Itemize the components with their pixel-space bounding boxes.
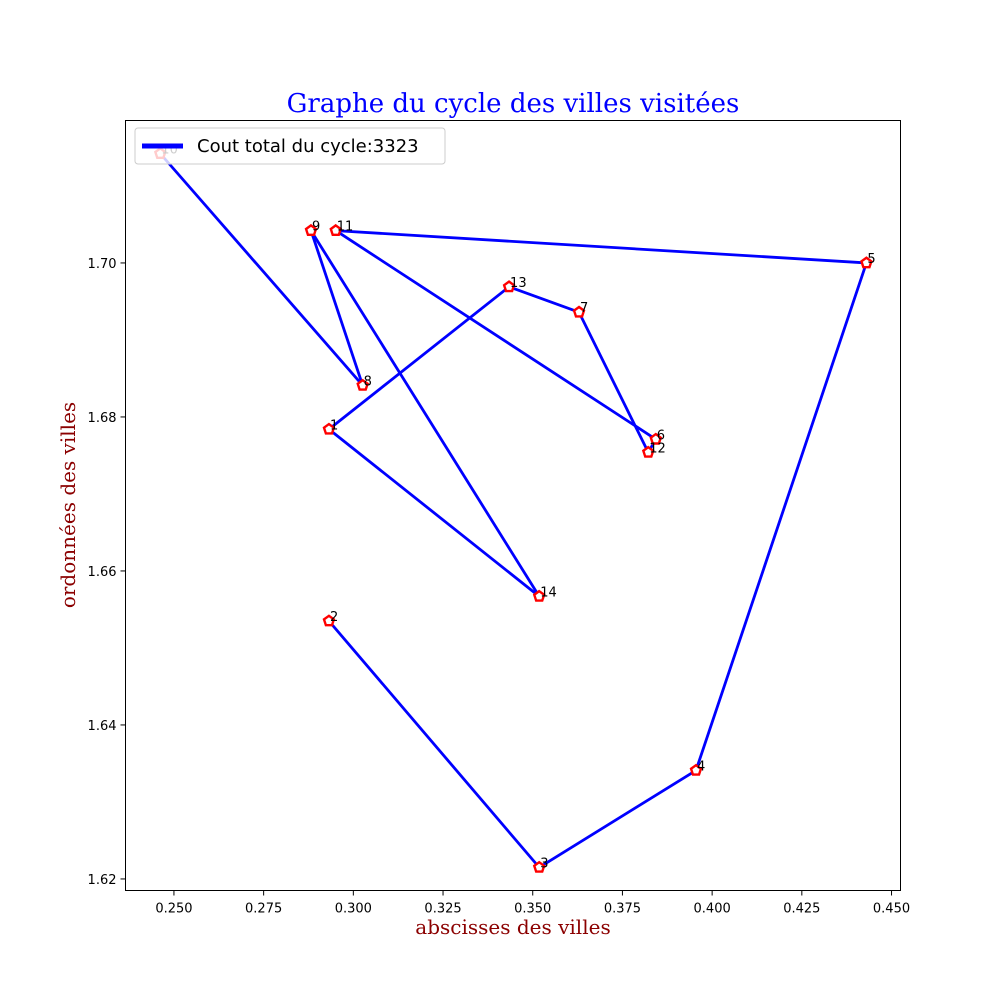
city-marker	[689, 763, 703, 776]
cycle-edge	[334, 229, 658, 441]
city-label: 8	[364, 374, 372, 389]
city-marker	[572, 305, 586, 318]
city-label: 5	[867, 252, 875, 267]
plot-area	[125, 120, 901, 891]
city-label: 3	[540, 856, 548, 871]
city-label: 7	[580, 301, 588, 316]
city-marker	[532, 860, 546, 873]
x-tick-label: 0.250	[155, 902, 192, 917]
y-tick-label: 1.64	[88, 719, 117, 734]
x-tick-label: 0.350	[514, 902, 551, 917]
city-label: 2	[330, 610, 338, 625]
y-tick-label: 1.66	[88, 565, 117, 580]
city-marker	[322, 422, 336, 435]
city-marker	[356, 378, 370, 391]
city-marker	[304, 223, 318, 237]
city-label: 1	[330, 418, 338, 433]
x-tick-label: 0.375	[604, 902, 641, 917]
y-tick-label: 1.68	[88, 411, 117, 426]
cycle-edge	[158, 152, 365, 387]
x-tick-label: 0.275	[245, 902, 282, 917]
cycle-edge	[327, 619, 541, 869]
legend-box	[134, 127, 446, 165]
cycle-edge	[327, 285, 511, 431]
x-axis-label: abscisses des villes	[415, 915, 610, 939]
city-label: 9	[312, 220, 320, 235]
city-label: 11	[337, 220, 354, 235]
city-markers	[153, 146, 873, 873]
cycle-edge	[694, 261, 868, 772]
city-marker	[649, 432, 663, 445]
city-labels: 1234567891011121314	[161, 143, 875, 872]
x-tick-label: 0.400	[694, 902, 731, 917]
cycle-path	[158, 152, 868, 869]
chart-title: Graphe du cycle des villes visitées	[287, 89, 740, 119]
x-tick-label: 0.425	[783, 902, 820, 917]
x-tick-label: 0.300	[335, 902, 372, 917]
city-label: 12	[649, 441, 666, 456]
city-marker	[641, 445, 655, 458]
cycle-edge	[334, 229, 868, 265]
city-label: 13	[510, 276, 527, 291]
x-tick-label: 0.450	[873, 902, 910, 917]
y-tick-label: 1.62	[88, 873, 117, 888]
city-marker	[532, 589, 546, 602]
city-marker	[322, 614, 336, 627]
city-label: 6	[657, 428, 665, 443]
city-marker	[860, 256, 873, 269]
y-tick-label: 1.70	[88, 257, 117, 272]
cycle-edge	[309, 229, 541, 598]
cycle-edge	[309, 229, 365, 387]
y-axis: 1.62 1.64 1.66 1.68 1.70	[88, 257, 126, 888]
x-axis: 0.250 0.275 0.300 0.325 0.350 0.375 0.400 0.425…	[155, 890, 910, 917]
city-label: 4	[697, 759, 705, 774]
legend-entry: Cout total du cycle:3323	[197, 136, 419, 157]
cycle-edge	[537, 768, 698, 869]
cycle-edge	[327, 427, 541, 598]
city-marker	[502, 280, 516, 293]
city-label: 14	[540, 585, 557, 600]
city-marker	[329, 223, 343, 237]
x-tick-label: 0.325	[424, 902, 461, 917]
legend: Cout total du cycle:3323	[134, 127, 446, 165]
y-axis-label: ordonnées des villes	[56, 402, 80, 608]
cycle-edge	[577, 310, 650, 454]
cycle-edge	[507, 285, 581, 314]
